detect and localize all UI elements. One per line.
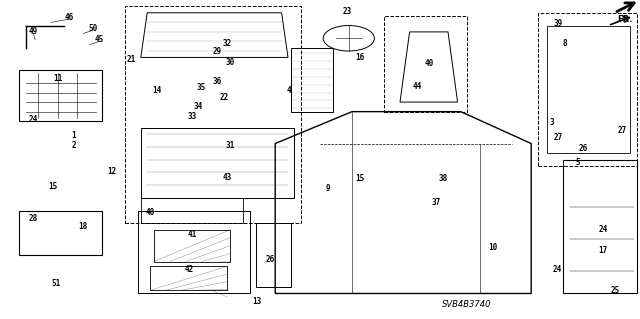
- Text: 42: 42: [184, 265, 193, 274]
- Text: 27: 27: [618, 126, 627, 135]
- Text: 46: 46: [65, 13, 74, 22]
- Bar: [138, 211, 250, 293]
- Text: 50: 50: [88, 24, 97, 33]
- Text: 45: 45: [95, 35, 104, 44]
- Text: 39: 39: [554, 19, 563, 28]
- Text: 33: 33: [188, 112, 196, 121]
- Text: 14: 14: [152, 86, 161, 95]
- Text: 22: 22: [220, 93, 228, 102]
- Text: 4: 4: [287, 86, 292, 95]
- Text: 16: 16: [355, 53, 364, 62]
- Text: 15: 15: [48, 182, 57, 191]
- Text: 28: 28: [29, 214, 38, 223]
- Text: 40: 40: [424, 59, 433, 68]
- Text: 8: 8: [562, 39, 567, 48]
- Text: 38: 38: [438, 174, 447, 183]
- Bar: [538, 13, 637, 166]
- Text: 11: 11: [53, 74, 62, 83]
- Text: 43: 43: [223, 173, 232, 182]
- Text: 24: 24: [598, 225, 607, 234]
- Text: 32: 32: [223, 39, 232, 48]
- Text: 36: 36: [213, 77, 222, 86]
- Text: 10: 10: [488, 243, 497, 252]
- Text: 1: 1: [71, 131, 76, 140]
- Bar: [125, 6, 301, 223]
- Bar: [384, 16, 467, 112]
- Text: 48: 48: [146, 208, 155, 217]
- Text: 27: 27: [554, 133, 563, 142]
- Text: 18: 18: [79, 222, 88, 231]
- Text: 35: 35: [197, 83, 206, 92]
- Text: 51: 51: [52, 279, 61, 288]
- Text: SVB4B3740: SVB4B3740: [442, 300, 492, 309]
- Text: 12: 12: [108, 167, 116, 176]
- Text: 44: 44: [413, 82, 422, 91]
- Text: 23: 23: [343, 7, 352, 16]
- Text: 34: 34: [194, 102, 203, 111]
- Text: 25: 25: [611, 286, 620, 295]
- Text: 5: 5: [575, 158, 580, 167]
- Text: 26: 26: [266, 256, 275, 264]
- Text: 30: 30: [226, 58, 235, 67]
- Text: 29: 29: [213, 47, 222, 56]
- Text: 15: 15: [355, 174, 364, 183]
- Text: 9: 9: [325, 184, 330, 193]
- Text: 2: 2: [71, 141, 76, 150]
- Text: 21: 21: [127, 55, 136, 63]
- Text: 17: 17: [598, 246, 607, 255]
- Text: 31: 31: [226, 141, 235, 150]
- Text: 49: 49: [29, 27, 38, 36]
- Text: 13: 13: [253, 297, 262, 306]
- Text: 26: 26: [579, 144, 588, 153]
- Text: FR.: FR.: [618, 15, 633, 24]
- Text: 24: 24: [29, 115, 38, 124]
- Text: 41: 41: [188, 230, 196, 239]
- Text: 24: 24: [552, 265, 561, 274]
- Text: 37: 37: [432, 198, 441, 207]
- Text: 3: 3: [549, 118, 554, 127]
